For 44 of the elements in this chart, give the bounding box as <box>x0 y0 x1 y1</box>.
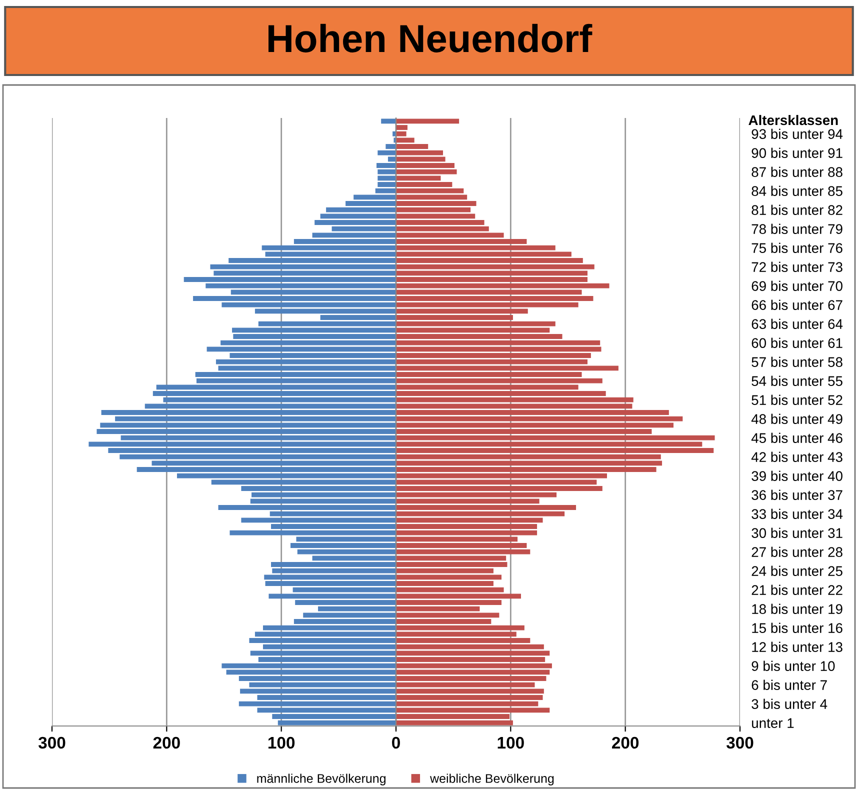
x-tick-label: 0 <box>392 736 400 749</box>
y-tick-label: 93 bis unter 94 <box>752 128 843 140</box>
x-tick-label: 300 <box>38 736 66 749</box>
x-tick-label: 300 <box>726 736 754 749</box>
y-tick-label: 87 bis unter 88 <box>752 166 842 178</box>
y-tick-label: 12 bis unter 13 <box>752 642 842 652</box>
legend-label: weibliche Bevölkerung <box>430 774 554 786</box>
y-tick-label: 51 bis unter 52 <box>752 394 842 406</box>
y-tick-label: 3 bis unter 4 <box>752 698 828 710</box>
y-tick-label: 9 bis unter 10 <box>752 660 835 672</box>
y-tick-label: 90 bis unter 91 <box>752 148 842 158</box>
y-tick-label: 63 bis unter 64 <box>752 318 843 330</box>
x-tick-label: 200 <box>612 736 639 749</box>
y-tick-label: 27 bis unter 28 <box>752 546 842 558</box>
y-axis-title: Altersklassen <box>748 114 838 126</box>
y-tick-label: 45 bis unter 46 <box>751 432 842 444</box>
y-tick-label: 84 bis unter 85 <box>752 186 842 196</box>
y-tick-label: 18 bis unter 19 <box>752 604 842 614</box>
chart-title: Hohen Neuendorf <box>268 24 592 52</box>
y-tick-label: 39 bis unter 40 <box>752 470 842 482</box>
y-tick-label: 48 bis unter 49 <box>751 414 842 424</box>
x-tick-label: 100 <box>498 736 524 749</box>
y-tick-label: 78 bis unter 79 <box>752 224 842 234</box>
y-tick-label: 36 bis unter 37 <box>752 490 842 500</box>
y-tick-label: 54 bis unter 55 <box>752 376 842 386</box>
y-tick-label: 57 bis unter 58 <box>752 356 842 368</box>
y-tick-label: unter 1 <box>752 718 794 728</box>
y-tick-label: 60 bis unter 61 <box>752 338 842 348</box>
y-tick-label: 24 bis unter 25 <box>752 566 842 576</box>
x-tick-label: 200 <box>153 736 180 749</box>
y-tick-label: 81 bis unter 82 <box>752 204 842 216</box>
y-tick-label: 30 bis unter 31 <box>752 528 842 538</box>
y-tick-label: 75 bis unter 76 <box>752 242 842 254</box>
y-tick-label: 21 bis unter 22 <box>752 584 842 596</box>
y-tick-label: 42 bis unter 43 <box>751 452 842 462</box>
y-tick-label: 15 bis unter 16 <box>752 622 842 634</box>
bar <box>381 118 396 124</box>
y-tick-label: 72 bis unter 73 <box>752 262 842 272</box>
y-tick-label: 69 bis unter 70 <box>752 280 842 292</box>
x-tick-label: 100 <box>268 736 295 749</box>
y-tick-label: 6 bis unter 7 <box>752 680 827 690</box>
y-tick-label: 33 bis unter 34 <box>752 508 843 520</box>
legend-label: männliche Bevölkerung <box>257 774 386 786</box>
y-tick-label: 66 bis unter 67 <box>752 300 842 310</box>
